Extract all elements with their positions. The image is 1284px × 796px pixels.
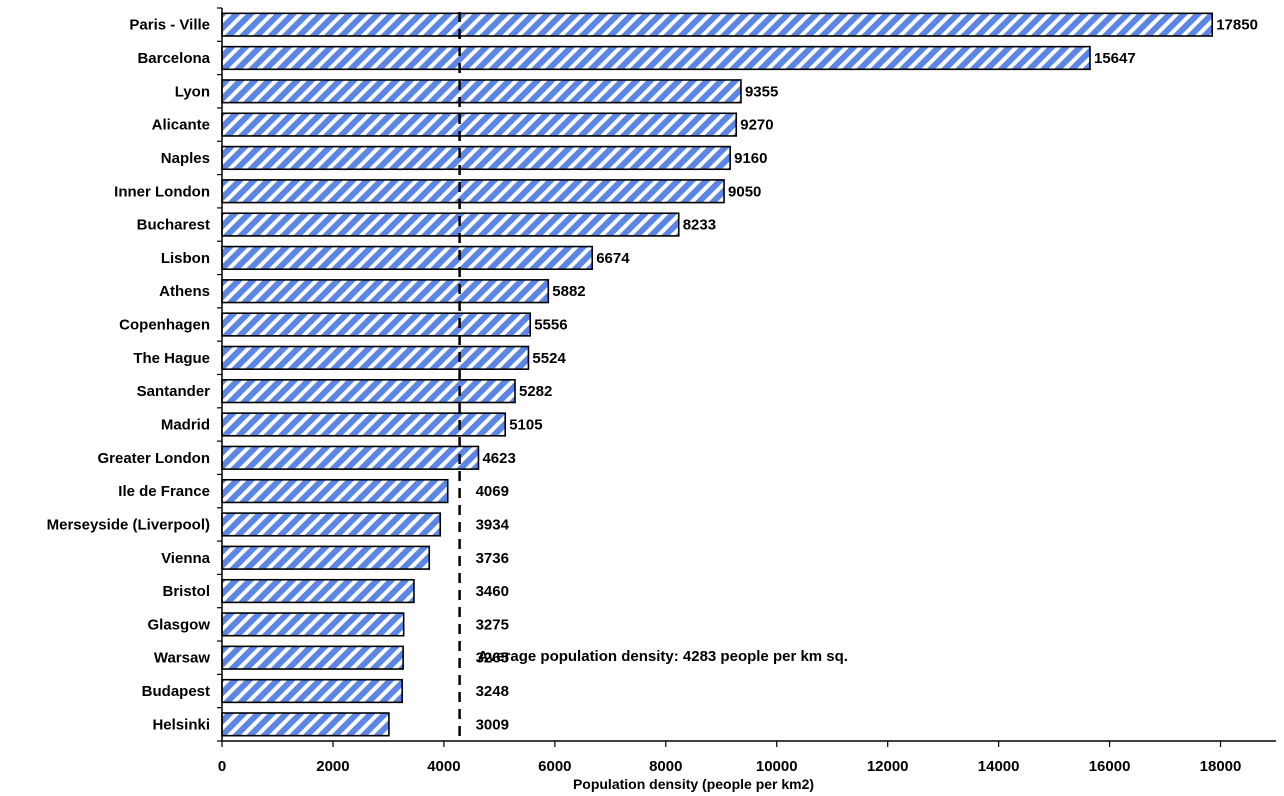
category-label: Lyon xyxy=(175,83,210,100)
category-label: Athens xyxy=(159,283,210,300)
bar xyxy=(221,12,1214,37)
bar xyxy=(221,345,530,370)
category-label: Vienna xyxy=(161,550,211,567)
value-label: 3248 xyxy=(476,683,509,700)
value-label: 3736 xyxy=(476,550,509,567)
category-label: Budapest xyxy=(142,683,210,700)
value-label: 5105 xyxy=(509,416,542,433)
value-label: 9355 xyxy=(745,83,778,100)
bar xyxy=(221,79,742,104)
x-tick-label: 12000 xyxy=(867,758,909,775)
bar xyxy=(221,145,731,171)
bar xyxy=(221,245,594,271)
bars-layer xyxy=(221,12,1214,737)
value-label: 5524 xyxy=(532,350,566,367)
bar xyxy=(221,712,390,737)
category-label: Ile de France xyxy=(118,483,210,500)
category-label: Greater London xyxy=(97,450,210,467)
x-tick-label: 10000 xyxy=(756,758,798,775)
bar xyxy=(221,312,532,337)
value-label: 6674 xyxy=(596,250,630,267)
bar xyxy=(221,279,550,304)
bar xyxy=(221,545,431,570)
bar xyxy=(221,678,403,704)
x-tick-label: 0 xyxy=(218,758,226,775)
x-tick-label: 4000 xyxy=(427,758,460,775)
value-label: 4069 xyxy=(476,483,509,500)
value-label: 17850 xyxy=(1216,17,1258,34)
category-label: Alicante xyxy=(152,117,210,134)
category-label: Lisbon xyxy=(161,250,210,267)
bar xyxy=(221,445,480,470)
bar xyxy=(221,512,442,537)
value-label: 5556 xyxy=(534,317,567,334)
value-label: 3460 xyxy=(476,583,509,600)
value-label: 5282 xyxy=(519,383,552,400)
bar xyxy=(221,612,405,637)
x-tick-label: 8000 xyxy=(649,758,682,775)
value-label: 3009 xyxy=(476,716,509,733)
value-label: 5882 xyxy=(552,283,585,300)
value-label: 15647 xyxy=(1094,50,1136,67)
value-label: 3265 xyxy=(476,650,509,667)
category-label: Warsaw xyxy=(154,650,210,667)
category-label: Paris - Ville xyxy=(129,17,210,34)
x-tick-label: 6000 xyxy=(538,758,571,775)
bar xyxy=(221,412,506,437)
category-label: Inner London xyxy=(114,183,210,200)
value-label: 3275 xyxy=(476,616,509,633)
labels-layer: Paris - Ville 17850 Barcelona 15647 Lyon 9355… xyxy=(47,17,1258,792)
bar xyxy=(221,179,725,204)
category-label: Copenhagen xyxy=(119,317,210,334)
bar xyxy=(221,578,415,604)
category-label: The Hague xyxy=(133,350,210,367)
x-tick-label: 14000 xyxy=(978,758,1020,775)
value-label: 4623 xyxy=(482,450,515,467)
value-label: 8233 xyxy=(683,217,716,234)
x-tick-label: 2000 xyxy=(316,758,349,775)
category-label: Barcelona xyxy=(137,50,210,67)
bar xyxy=(221,112,738,137)
value-label: 9050 xyxy=(728,183,761,200)
bar xyxy=(221,478,449,504)
x-tick-label: 18000 xyxy=(1200,758,1242,775)
average-annotation: Average population density: 4283 people … xyxy=(478,648,848,665)
x-axis-title: Population density (people per km2) xyxy=(573,776,814,792)
x-tick-label: 16000 xyxy=(1089,758,1131,775)
bar xyxy=(221,212,680,237)
category-label: Naples xyxy=(161,150,210,167)
category-label: Bucharest xyxy=(137,217,210,234)
category-label: Merseyside (Liverpool) xyxy=(47,516,210,533)
category-label: Madrid xyxy=(161,416,210,433)
value-label: 3934 xyxy=(476,516,510,533)
category-label: Santander xyxy=(137,383,211,400)
bar xyxy=(221,379,516,404)
axes-layer xyxy=(217,7,1276,747)
value-label: 9270 xyxy=(740,117,773,134)
bar xyxy=(221,645,404,670)
category-label: Glasgow xyxy=(147,616,210,633)
bar xyxy=(221,45,1091,71)
value-label: 9160 xyxy=(734,150,767,167)
category-label: Bristol xyxy=(162,583,210,600)
category-label: Helsinki xyxy=(152,716,210,733)
